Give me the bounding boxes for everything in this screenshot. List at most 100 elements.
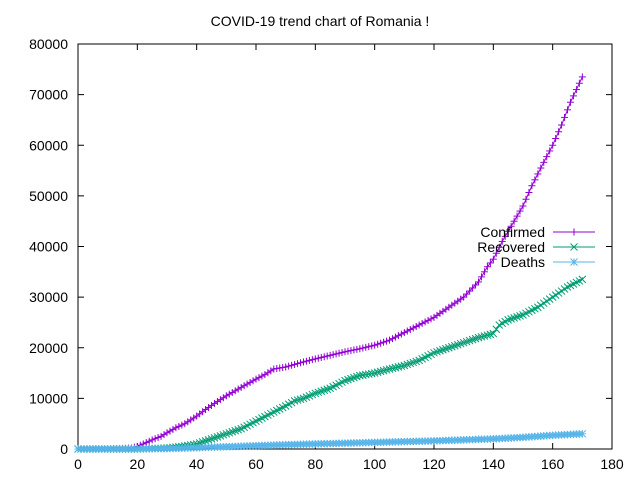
data-point: [472, 281, 480, 289]
data-point: [519, 202, 527, 210]
data-point: [255, 374, 263, 382]
data-point: [382, 365, 391, 374]
x-tick-label: 0: [74, 456, 82, 472]
data-point: [234, 385, 242, 393]
data-point: [308, 356, 316, 364]
data-point: [314, 354, 322, 362]
data-point: [480, 268, 488, 276]
data-point: [279, 363, 287, 371]
data-point: [317, 353, 325, 361]
data-point: [400, 329, 408, 337]
data-point: [335, 349, 343, 357]
data-point: [475, 278, 482, 286]
chart-title: COVID-19 trend chart of Romania !: [211, 13, 430, 29]
data-point: [294, 360, 302, 368]
y-tick-label: 70000: [29, 87, 68, 103]
data-point: [460, 293, 468, 301]
data-point: [495, 243, 503, 251]
data-point: [356, 345, 364, 353]
data-point: [172, 424, 180, 432]
y-tick-label: 80000: [29, 36, 68, 52]
data-point: [370, 369, 379, 377]
data-point: [249, 377, 257, 385]
data-point: [190, 414, 198, 422]
data-point: [522, 195, 530, 203]
data-point: [415, 321, 423, 329]
data-point: [222, 392, 230, 400]
data-point: [374, 340, 382, 348]
data-point: [290, 397, 299, 405]
data-point: [403, 327, 411, 335]
data-point: [344, 347, 352, 355]
data-point: [225, 390, 233, 398]
data-point: [516, 207, 524, 215]
y-tick-label: 40000: [29, 239, 68, 255]
data-point: [406, 326, 414, 334]
data-point: [383, 337, 391, 345]
data-point: [187, 416, 195, 424]
data-point: [498, 237, 506, 245]
data-point: [483, 331, 492, 340]
data-point: [552, 135, 560, 142]
series-recovered: [74, 275, 587, 453]
data-point: [513, 212, 521, 220]
data-point: [380, 338, 388, 346]
x-tick-label: 60: [248, 456, 264, 472]
data-point: [373, 368, 382, 377]
data-point: [555, 128, 563, 136]
y-tick-label: 60000: [29, 137, 68, 153]
data-point: [540, 158, 548, 166]
data-point: [160, 431, 168, 439]
data-point: [409, 324, 417, 332]
data-point: [391, 333, 399, 341]
data-point: [492, 325, 501, 334]
x-tick-label: 120: [422, 456, 446, 472]
y-tick-label: 10000: [29, 390, 68, 406]
data-point: [169, 425, 177, 433]
data-point: [323, 352, 331, 360]
data-point: [213, 398, 221, 406]
data-point: [178, 421, 186, 429]
data-point: [507, 222, 515, 230]
x-tick-label: 100: [363, 456, 387, 472]
data-point: [572, 86, 580, 94]
y-tick-label: 50000: [29, 188, 68, 204]
data-point: [569, 92, 577, 100]
data-point: [575, 79, 583, 87]
data-point: [466, 287, 474, 295]
series-line: [78, 278, 583, 450]
data-point: [175, 422, 183, 430]
data-point: [353, 345, 361, 353]
data-point: [296, 395, 305, 404]
data-point: [561, 113, 569, 121]
data-point: [397, 330, 405, 338]
data-point: [388, 335, 396, 343]
legend-label: Recovered: [477, 239, 545, 255]
data-point: [427, 315, 435, 323]
data-point: [492, 249, 500, 257]
data-point: [418, 319, 426, 327]
data-point: [566, 98, 574, 106]
data-point: [341, 348, 349, 356]
data-point: [237, 383, 245, 391]
data-point: [477, 273, 485, 281]
data-point: [578, 275, 587, 284]
series-deaths: [74, 429, 587, 453]
data-point: [546, 147, 554, 155]
data-point: [549, 141, 557, 149]
data-point: [477, 332, 486, 341]
data-point: [528, 182, 536, 190]
data-point: [243, 380, 251, 388]
y-tick-label: 0: [60, 441, 68, 457]
data-point: [285, 362, 293, 370]
data-point: [347, 347, 355, 355]
data-point: [501, 232, 509, 240]
data-point: [412, 322, 420, 330]
x-tick-label: 180: [600, 456, 624, 472]
data-point: [338, 349, 346, 357]
data-point: [142, 439, 150, 447]
data-point: [394, 363, 403, 371]
data-point: [510, 217, 518, 225]
data-point: [504, 227, 512, 235]
